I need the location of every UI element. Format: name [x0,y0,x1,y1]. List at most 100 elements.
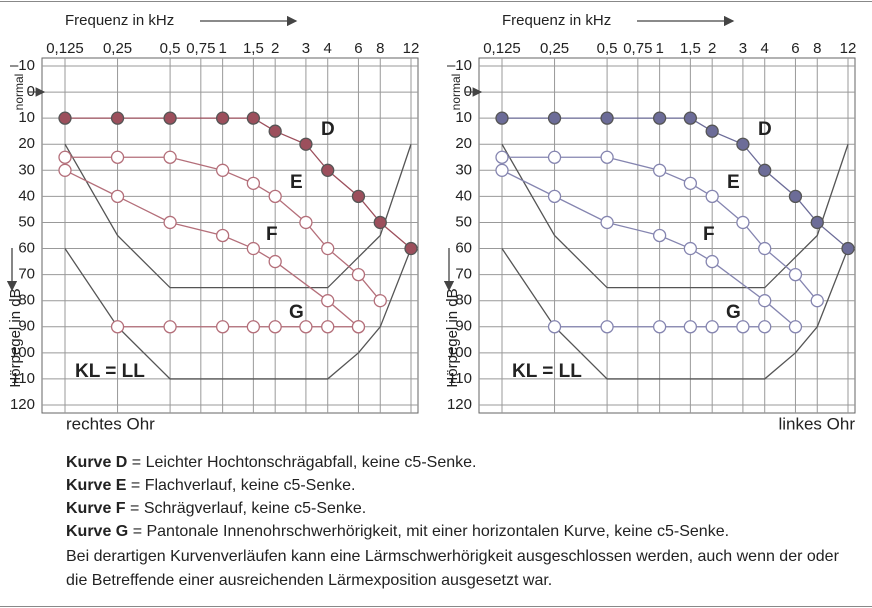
marker [215,320,230,334]
x-tick-label: 1 [218,40,226,57]
marker [652,163,667,177]
series-line [64,143,412,289]
marker [600,320,614,334]
caption: Kurve G = Pantonale Innenohrschwerhörigk… [66,520,856,543]
marker [600,150,614,164]
x-axis-label: Frequenz in kHz [65,12,174,29]
marker [351,189,366,204]
y-axis-label: Hörpegel in dB [7,288,24,387]
marker [321,320,335,334]
x-tick-label: 0,5 [597,40,618,57]
series-line [502,117,849,250]
marker [547,320,562,334]
caption: Kurve E = Flachverlauf, keine c5-Senke. [66,474,856,497]
series-line [65,117,412,250]
marker [810,294,824,308]
marker [683,111,698,125]
x-tick-label: 8 [813,40,821,57]
curve-label: F [266,224,278,245]
caption: Kurve D = Leichter Hochtonschrägabfall, … [66,451,856,474]
marker [404,241,418,256]
marker [758,320,772,334]
x-tick-label: 12 [403,40,420,57]
marker [788,320,803,334]
x-tick-label: 4 [324,40,332,57]
marker [299,215,313,230]
ear-label: rechtes Ohr [66,414,155,433]
marker [683,176,698,190]
x-tick-label: 12 [840,40,857,57]
x-tick-label: 3 [302,40,310,57]
marker [268,254,282,269]
y-tick-label: 30 [455,161,472,178]
marker [351,267,366,282]
curve-label: E [727,172,740,193]
y-tick-label: 50 [455,213,472,230]
caption-term: Kurve E [66,477,127,494]
y-tick-label: 50 [18,213,35,230]
x-tick-label: 0,125 [46,40,84,57]
marker [110,111,125,125]
marker [246,111,261,125]
marker [841,241,855,256]
series-line [502,156,818,302]
marker [299,137,313,151]
y-tick-label: 110 [448,370,472,387]
y-tick-label: 60 [18,240,35,257]
caption-text: = Schrägverlauf, keine c5-Senke. [125,500,367,517]
plot-frame [478,57,856,414]
series-line [501,169,796,328]
y-tick-label: 70 [18,266,35,283]
x-tick-label: 0,125 [483,40,521,57]
y-tick-label: 100 [10,344,35,361]
x-tick-label: 2 [708,40,716,57]
x-tick-label: 3 [739,40,747,57]
curve-label: G [289,302,304,323]
y-tick-label: 20 [455,135,472,152]
marker [215,111,230,125]
marker [652,320,667,334]
marker [163,150,177,164]
marker [758,294,772,308]
marker [268,124,282,138]
marker [163,111,177,125]
x-tick-label: 6 [354,40,362,57]
marker [163,215,177,230]
y-note: normal [449,74,463,111]
y-note: normal [12,74,26,111]
y-tick-label: 80 [18,292,35,309]
annotation: KL = LL [512,361,582,382]
marker [321,163,335,177]
marker [600,215,614,230]
marker [110,320,125,334]
caption-text: = Pantonale Innenohrschwerhörigkeit, mit… [128,523,730,540]
marker [683,320,698,334]
annotation: KL = LL [75,361,145,382]
caption-block: Kurve D = Leichter Hochtonschrägabfall, … [66,451,856,593]
marker [736,320,750,334]
marker [495,150,509,164]
chart: –1001020304050607080901001101200,1250,25… [443,12,857,433]
marker [321,294,335,308]
marker [163,320,177,334]
marker [495,111,509,125]
caption-term: Kurve D [66,454,128,471]
marker [351,320,366,334]
marker [547,189,562,204]
marker [788,267,803,282]
y-tick-label: –10 [447,57,472,74]
marker [58,111,72,125]
marker [705,189,719,204]
y-tick-label: 60 [455,240,472,257]
x-tick-label: 0,25 [103,40,132,57]
x-tick-label: 0,25 [540,40,569,57]
x-tick-label: 1,5 [680,40,701,57]
curve-label: D [758,119,772,140]
marker [758,241,772,256]
y-tick-label: 10 [455,109,472,126]
caption-term: Kurve G [66,523,129,540]
marker [652,228,667,243]
series-line [65,156,381,302]
x-tick-label: 8 [376,40,384,57]
